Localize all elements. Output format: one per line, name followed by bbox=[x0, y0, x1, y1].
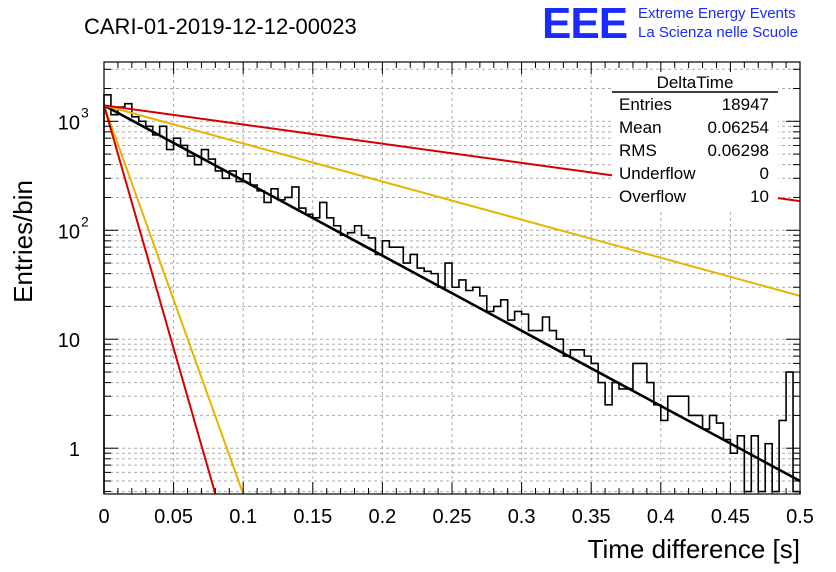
y-tick-label: 10 bbox=[58, 112, 80, 134]
fit-line bbox=[104, 104, 800, 483]
x-tick-label: 0.25 bbox=[433, 506, 472, 528]
logo-line-2: La Scienza nelle Scuole bbox=[638, 24, 799, 41]
x-tick-label: 0.05 bbox=[154, 506, 193, 528]
x-axis-label: Time difference [s] bbox=[588, 534, 800, 564]
stats-row-value: 10 bbox=[750, 187, 769, 206]
y-tick-label: 10 bbox=[58, 330, 80, 352]
fit-line bbox=[104, 105, 245, 494]
x-tick-label: 0.35 bbox=[572, 506, 611, 528]
x-tick-label: 0.5 bbox=[786, 506, 814, 528]
plot-area: 0 0.05 0.1 0.15 0.2 0.25 0.3 0.35 0.4 0.45 0.5 1 10 1… bbox=[58, 61, 814, 528]
x-tick-label: 0.1 bbox=[229, 506, 257, 528]
y-tick-label: 1 bbox=[69, 439, 80, 461]
chart-title: CARI-01-2019-12-12-00023 bbox=[84, 14, 357, 39]
y-tick-exponent: 3 bbox=[81, 104, 89, 120]
x-tick-label: 0.2 bbox=[368, 506, 396, 528]
stats-row-value: 0.06298 bbox=[708, 141, 769, 160]
eee-logo: EEE bbox=[542, 0, 628, 48]
stats-box-bg bbox=[612, 72, 778, 212]
stats-row-label: Mean bbox=[619, 118, 662, 137]
x-tick-label: 0 bbox=[98, 506, 109, 528]
stats-box-title: DeltaTime bbox=[657, 73, 734, 92]
x-tick-label: 0.45 bbox=[711, 506, 750, 528]
stats-row-label: Overflow bbox=[619, 187, 687, 206]
x-tick-label: 0.4 bbox=[647, 506, 675, 528]
x-tick-label: 0.15 bbox=[293, 506, 332, 528]
y-tick-exponent: 2 bbox=[81, 213, 89, 229]
stats-row-value: 0.06254 bbox=[708, 118, 769, 137]
logo-line-1: Extreme Energy Events bbox=[638, 5, 796, 22]
stats-row-label: Underflow bbox=[619, 164, 696, 183]
x-tick-label: 0.3 bbox=[508, 506, 536, 528]
y-axis-label: Entries/bin bbox=[8, 180, 38, 303]
stats-row-label: RMS bbox=[619, 141, 657, 160]
fit-line bbox=[104, 105, 217, 494]
y-tick-label: 10 bbox=[58, 221, 80, 243]
stats-row-value: 18947 bbox=[722, 95, 769, 114]
stats-row-value: 0 bbox=[760, 164, 769, 183]
fit-line bbox=[104, 104, 800, 297]
stats-row-label: Entries bbox=[619, 95, 672, 114]
